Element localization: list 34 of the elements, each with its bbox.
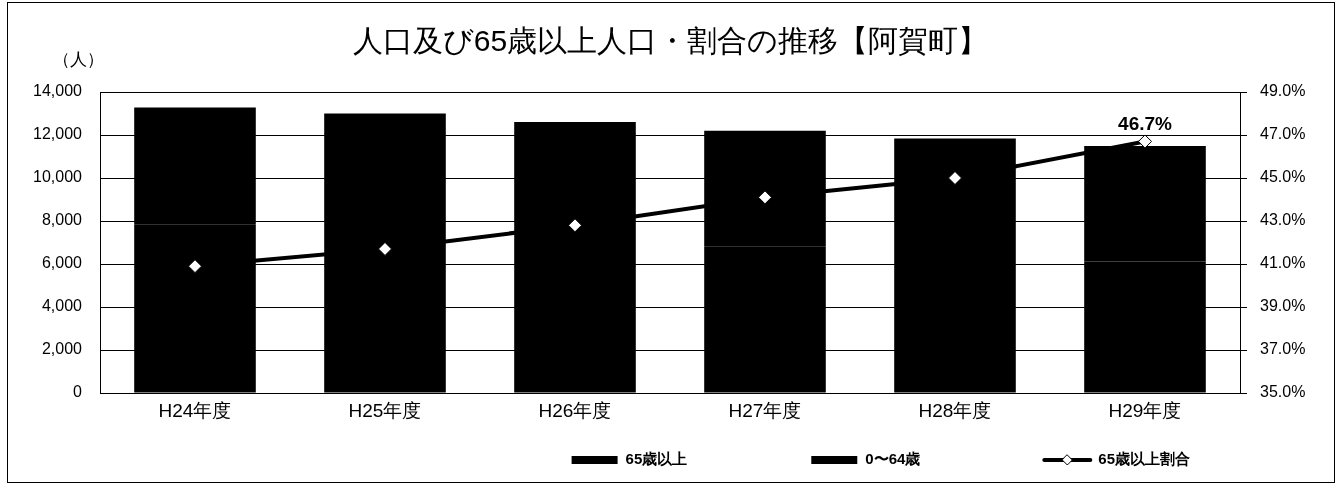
y2-tick-label: 43.0% <box>1260 211 1306 229</box>
y2-tick-label: 41.0% <box>1260 254 1306 272</box>
y2-tick-label: 39.0% <box>1260 297 1306 315</box>
point <box>948 171 962 185</box>
x-tick-label: H29年度 <box>1108 399 1182 421</box>
point <box>378 241 392 256</box>
y-tick-label: 8,000 <box>41 211 83 229</box>
y-tick-label: 6,000 <box>41 254 83 272</box>
point <box>1138 134 1152 149</box>
x-tick-label: H27年度 <box>728 399 802 421</box>
y2-tick-label: 37.0% <box>1260 340 1306 358</box>
legend-label: 65歳以上 <box>625 450 688 468</box>
legend-label: 0〜64歳 <box>865 450 921 468</box>
data-label: 46.7% <box>1118 112 1173 134</box>
x-tick-label: H24年度 <box>158 399 232 421</box>
y-axis-title: （人） <box>52 49 104 69</box>
point <box>568 218 582 233</box>
point <box>758 190 772 205</box>
chart-title: 人口及び65歳以上人口・割合の推移【阿賀町】 <box>352 24 989 58</box>
x-tick-label: H28年度 <box>918 399 992 421</box>
y2-tick-label: 45.0% <box>1260 168 1306 186</box>
y-tick-label: 0 <box>73 383 83 401</box>
y-tick-label: 4,000 <box>41 297 83 315</box>
point <box>188 259 202 274</box>
y2-tick-label: 49.0% <box>1260 82 1306 100</box>
y-tick-label: 2,000 <box>41 340 83 358</box>
x-tick-label: H26年度 <box>538 399 612 421</box>
y-tick-label: 10,000 <box>33 168 83 186</box>
y-tick-label: 14,000 <box>33 82 83 100</box>
y2-tick-label: 35.0% <box>1260 383 1306 401</box>
y2-tick-label: 47.0% <box>1260 125 1306 143</box>
y-tick-label: 12,000 <box>33 125 83 143</box>
x-tick-label: H25年度 <box>348 399 422 421</box>
legend-label: 65歳以上割合 <box>1098 450 1190 468</box>
